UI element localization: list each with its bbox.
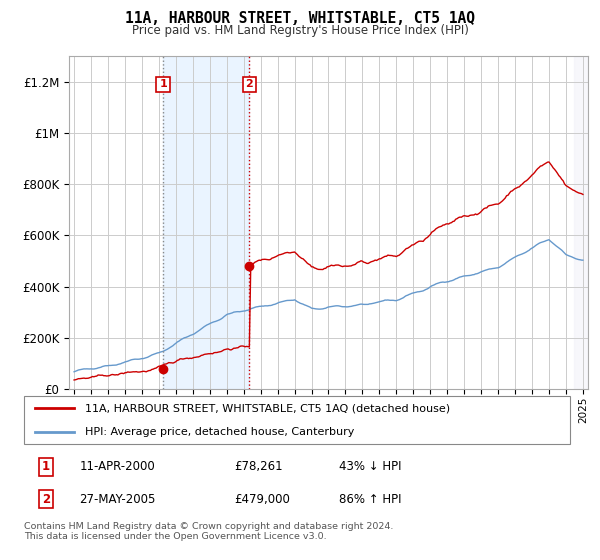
Text: HPI: Average price, detached house, Canterbury: HPI: Average price, detached house, Cant… [85,427,354,437]
Text: Contains HM Land Registry data © Crown copyright and database right 2024.
This d: Contains HM Land Registry data © Crown c… [24,522,394,542]
Text: £479,000: £479,000 [234,493,290,506]
Bar [574,56,588,389]
Text: 2: 2 [42,493,50,506]
Text: 11-APR-2000: 11-APR-2000 [79,460,155,473]
Text: 1: 1 [159,80,167,90]
Bar [163,56,250,389]
Text: 11A, HARBOUR STREET, WHITSTABLE, CT5 1AQ: 11A, HARBOUR STREET, WHITSTABLE, CT5 1AQ [125,11,475,26]
Text: Price paid vs. HM Land Registry's House Price Index (HPI): Price paid vs. HM Land Registry's House … [131,24,469,36]
Text: 43% ↓ HPI: 43% ↓ HPI [338,460,401,473]
Text: 86% ↑ HPI: 86% ↑ HPI [338,493,401,506]
Text: 2: 2 [245,80,253,90]
Text: 1: 1 [42,460,50,473]
Text: £78,261: £78,261 [234,460,283,473]
Text: 27-MAY-2005: 27-MAY-2005 [79,493,155,506]
Bar [574,56,588,389]
Text: 11A, HARBOUR STREET, WHITSTABLE, CT5 1AQ (detached house): 11A, HARBOUR STREET, WHITSTABLE, CT5 1AQ… [85,403,450,413]
FancyBboxPatch shape [24,396,571,444]
